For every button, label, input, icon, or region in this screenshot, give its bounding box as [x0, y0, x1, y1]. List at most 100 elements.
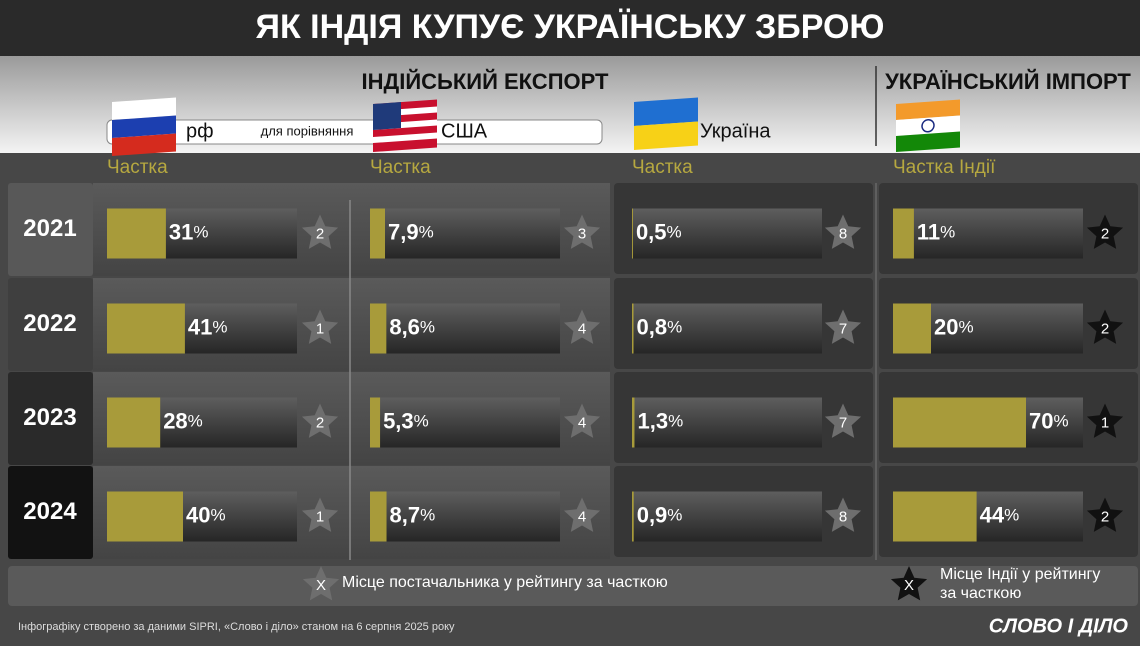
column-header: Частка [632, 157, 693, 178]
rank-star [563, 214, 601, 249]
value-number: 0,5 [636, 219, 667, 244]
value-unit: % [420, 318, 435, 337]
bar-track [632, 303, 822, 354]
column-header: Частка [107, 157, 168, 178]
value-label: 5,3% [383, 408, 429, 433]
legend: X Місце постачальника у рейтингу за частк… [302, 566, 1100, 602]
rank-label: 2 [1101, 225, 1109, 242]
rank-label: 7 [839, 320, 847, 337]
value-label: 41% [188, 314, 228, 339]
value-number: 20 [934, 314, 958, 339]
rank-label: 4 [578, 320, 586, 337]
year-cell [8, 372, 93, 465]
bar-track [632, 491, 822, 542]
column-header: Частка [370, 157, 431, 178]
value-unit: % [414, 412, 429, 431]
bar [632, 303, 634, 354]
legend-bar [8, 566, 1138, 606]
value-label: 0,5% [636, 219, 682, 244]
value-label: 0,8% [637, 314, 683, 339]
bar [107, 491, 183, 542]
bar [632, 208, 633, 259]
rank-label: 4 [578, 414, 586, 431]
value-number: 8,7 [390, 502, 421, 527]
comparison-label: для порівняння [261, 123, 354, 138]
value-number: 70 [1029, 408, 1053, 433]
rank-star [1086, 309, 1124, 344]
bar-track [632, 208, 822, 259]
legend-star [890, 566, 928, 601]
value-unit: % [1053, 412, 1068, 431]
bar [107, 208, 166, 259]
value-number: 5,3 [383, 408, 414, 433]
legend-symbol: X [904, 577, 914, 594]
year-cell [8, 278, 93, 371]
bar-track [370, 208, 560, 259]
value-label: 8,7% [390, 502, 436, 527]
flag-usa [373, 99, 437, 152]
value-unit: % [667, 318, 682, 337]
value-number: 7,9 [388, 219, 419, 244]
value-number: 40 [186, 502, 210, 527]
title-bar [0, 0, 1140, 56]
value-unit: % [210, 506, 225, 525]
bar [893, 491, 977, 542]
legend-text: Місце постачальника у рейтингу за частко… [342, 574, 668, 591]
rank-star [824, 214, 862, 249]
footer: Інфографіку створено за даними SIPRI, «С… [18, 621, 455, 633]
value-number: 41 [188, 314, 212, 339]
year-cell [8, 183, 93, 276]
country-label: США [441, 120, 488, 142]
rank-label: 7 [839, 414, 847, 431]
bar [632, 397, 635, 448]
legend-symbol: X [316, 577, 326, 594]
value-unit: % [188, 412, 203, 431]
legend-star [302, 566, 340, 601]
value-label: 11% [917, 219, 955, 244]
bar [370, 397, 381, 448]
title: ЯК ІНДІЯ КУПУЄ УКРАЇНСЬКУ ЗБРОЮ [256, 8, 885, 46]
rank-star [301, 214, 339, 249]
rank-star [1086, 403, 1124, 438]
rank-star [824, 497, 862, 532]
bar [893, 397, 1026, 448]
value-unit: % [193, 223, 208, 242]
value-unit: % [420, 506, 435, 525]
year-label: 2024 [23, 498, 77, 525]
value-number: 8,6 [389, 314, 420, 339]
section-title: ІНДІЙСЬКИЙ ЕКСПОРТ [362, 69, 609, 94]
rank-star [301, 497, 339, 532]
bar [370, 491, 387, 542]
rank-star [301, 403, 339, 438]
legend-text: Місце Індії у рейтингу [940, 566, 1100, 583]
rank-label: 1 [316, 320, 324, 337]
flag-ukraine [634, 97, 698, 150]
rank-label: 3 [578, 225, 586, 242]
bar [893, 208, 914, 259]
bar [107, 303, 185, 354]
flag-russia [112, 97, 176, 156]
value-number: 0,8 [637, 314, 668, 339]
rank-label: 1 [316, 508, 324, 525]
bar-track [370, 303, 560, 354]
value-label: 44% [980, 502, 1020, 527]
value-label: 31% [169, 219, 209, 244]
value-unit: % [419, 223, 434, 242]
rank-label: 1 [1101, 414, 1109, 431]
rank-label: 8 [839, 225, 847, 242]
value-number: 0,9 [637, 502, 668, 527]
rank-star [1086, 214, 1124, 249]
legend-text: за часткою [940, 585, 1021, 602]
value-unit: % [667, 506, 682, 525]
value-number: 28 [163, 408, 187, 433]
bar-track [893, 208, 1083, 259]
bar [893, 303, 931, 354]
rank-star [563, 497, 601, 532]
rank-label: 2 [1101, 320, 1109, 337]
value-label: 20% [934, 314, 974, 339]
flag-india [896, 99, 960, 152]
column-header: Частка Індії [893, 157, 996, 178]
bar-track [370, 491, 560, 542]
